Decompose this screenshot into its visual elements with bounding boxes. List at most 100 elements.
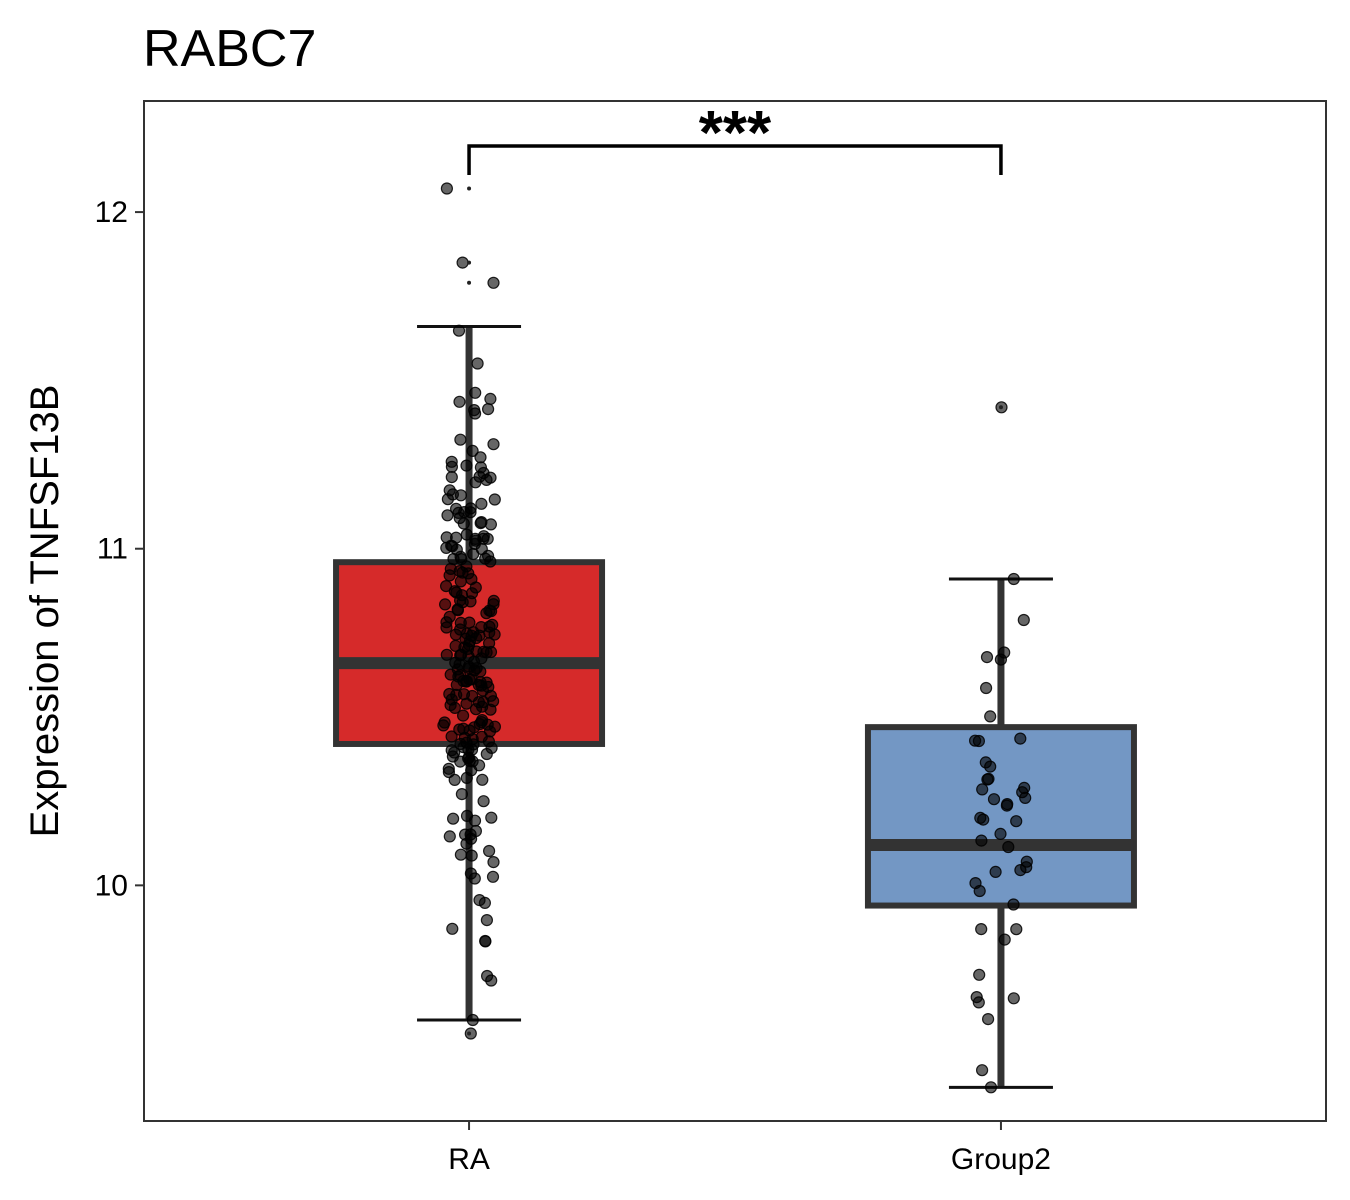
- data-point: [980, 650, 994, 664]
- data-point: [454, 649, 467, 662]
- data-point: [451, 663, 464, 676]
- data-point: [473, 470, 486, 483]
- significance-label: ***: [699, 99, 772, 168]
- data-point: [479, 552, 492, 565]
- data-point: [973, 884, 986, 898]
- significance-bracket-line: [467, 144, 1003, 175]
- outlier-dot: [467, 186, 472, 191]
- data-point: [984, 710, 997, 723]
- y-axis: 10 11 12: [95, 196, 144, 902]
- data-point: [476, 773, 489, 786]
- data-point: [485, 811, 498, 824]
- data-point: [488, 720, 501, 733]
- data-point: [487, 276, 500, 289]
- outlier-dot: [467, 260, 472, 265]
- data-point: [466, 444, 479, 457]
- data-point: [484, 392, 497, 405]
- data-point: [981, 1012, 995, 1026]
- data-point: [485, 741, 498, 755]
- data-point: [460, 459, 473, 472]
- data-point: [457, 722, 470, 735]
- data-point: [450, 688, 463, 702]
- data-point: [975, 1064, 989, 1077]
- data-point: [998, 646, 1011, 659]
- data-point: [1020, 855, 1033, 868]
- data-point: [454, 623, 467, 636]
- data-point: [467, 655, 481, 668]
- data-point: [1010, 923, 1023, 936]
- y-tick-label: 11: [97, 533, 128, 566]
- data-point: [452, 324, 466, 337]
- outlier-dot: [467, 1031, 472, 1036]
- data-point: [477, 795, 490, 808]
- data-point: [483, 844, 496, 858]
- outlier-dot: [467, 280, 472, 285]
- data-point: [441, 509, 454, 522]
- data-point: [455, 787, 468, 801]
- data-point: [973, 968, 986, 981]
- data-point: [998, 933, 1011, 946]
- data-point: [445, 460, 458, 473]
- data-point: [474, 451, 487, 464]
- data-point: [445, 471, 458, 484]
- data-point: [463, 616, 476, 629]
- data-point: [471, 357, 484, 370]
- data-point: [487, 855, 500, 869]
- data-point: [460, 837, 473, 850]
- data-point: [469, 581, 482, 594]
- data-point: [1010, 815, 1023, 828]
- data-point: [480, 913, 493, 927]
- data-point: [974, 811, 987, 825]
- data-point: [976, 783, 989, 796]
- data-point: [994, 827, 1007, 841]
- data-point: [1014, 732, 1027, 745]
- x-tick-label: Group2: [951, 1143, 1051, 1176]
- data-point: [440, 648, 453, 661]
- data-point: [979, 756, 992, 769]
- data-point: [482, 403, 495, 416]
- data-point: [452, 506, 465, 520]
- data-point: [464, 595, 477, 608]
- data-point: [466, 755, 479, 768]
- data-point: [465, 849, 478, 862]
- data-point: [486, 618, 499, 631]
- data-point: [1007, 572, 1020, 586]
- data-point: [445, 730, 458, 743]
- data-point: [488, 493, 501, 506]
- y-tick-label: 10: [95, 869, 128, 902]
- data-point: [454, 848, 467, 861]
- data-point: [479, 935, 492, 948]
- data-point: [439, 598, 452, 611]
- data-point: [485, 974, 498, 987]
- data-point: [1014, 863, 1027, 877]
- data-point: [1001, 797, 1014, 811]
- data-point: [478, 896, 491, 910]
- data-point: [970, 990, 983, 1004]
- data-point: [987, 793, 1001, 806]
- data-point: [1019, 791, 1032, 805]
- y-axis-title: Expression of TNFSF13B: [23, 385, 67, 838]
- data-point: [466, 1013, 479, 1027]
- data-point: [446, 922, 459, 935]
- data-point: [484, 518, 497, 531]
- chart-title: RABC7: [143, 20, 316, 78]
- data-point: [984, 1081, 998, 1094]
- significance-bracket: ***: [467, 99, 1003, 175]
- data-point: [464, 502, 477, 515]
- plot-panel-frame: [143, 100, 1327, 1122]
- data-point: [989, 865, 1002, 879]
- data-point: [975, 922, 988, 936]
- data-point: [462, 743, 475, 756]
- y-tick-label: 12: [95, 196, 128, 229]
- data-point: [487, 438, 500, 451]
- data-point: [979, 681, 993, 695]
- data-point: [982, 772, 995, 786]
- data-point: [468, 814, 482, 827]
- data-point: [443, 610, 456, 623]
- data-point: [451, 603, 464, 616]
- outlier-dot: [998, 405, 1003, 410]
- data-point: [486, 870, 500, 883]
- data-point: [463, 635, 476, 648]
- data-point: [438, 716, 451, 729]
- data-point: [475, 497, 488, 510]
